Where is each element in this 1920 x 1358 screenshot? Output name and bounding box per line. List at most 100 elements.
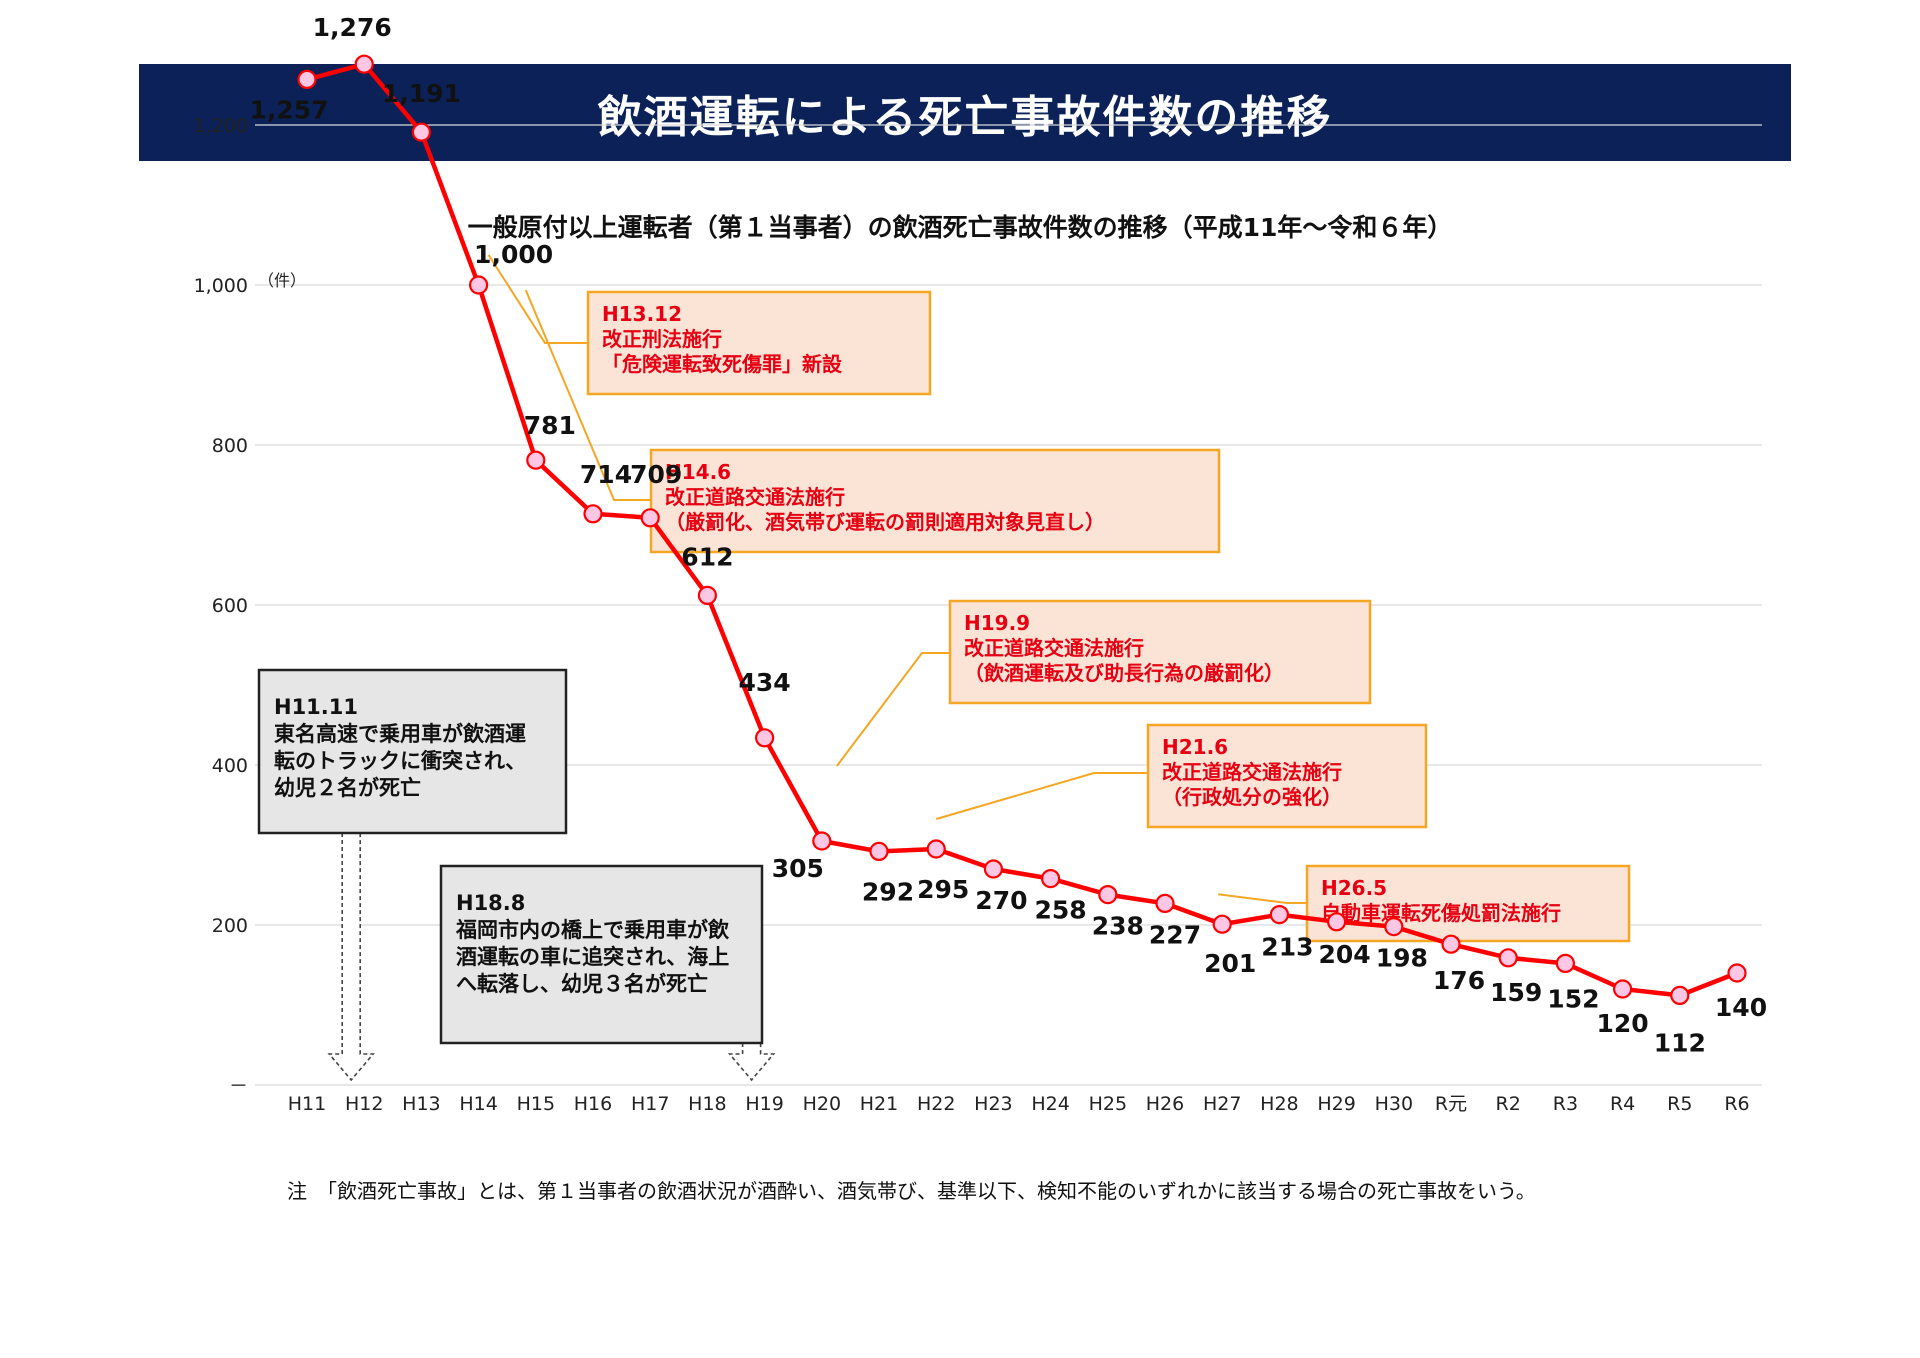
data-point — [1040, 868, 1061, 889]
callout-pointer — [1218, 893, 1307, 904]
x-tick-label: H27 — [1203, 1093, 1241, 1115]
data-point — [469, 275, 489, 295]
data-label: 204 — [1319, 940, 1371, 969]
data-point — [754, 728, 775, 748]
data-label: 213 — [1261, 933, 1313, 962]
data-label: 709 — [630, 460, 682, 489]
data-label: 159 — [1490, 978, 1542, 1007]
x-tick-label: R2 — [1496, 1093, 1521, 1115]
callout-box — [586, 290, 932, 396]
x-tick-label: H12 — [345, 1093, 383, 1115]
callout-text: 改正道路交通法施行 — [665, 485, 845, 509]
x-tick-label: H13 — [402, 1093, 440, 1115]
callout-text: H21.6 — [1162, 735, 1228, 759]
data-label: 152 — [1547, 984, 1599, 1013]
data-label: 1,191 — [382, 79, 461, 108]
data-point — [926, 839, 946, 859]
data-point — [1670, 985, 1690, 1006]
data-label: 112 — [1654, 1028, 1706, 1057]
x-tick-label: H26 — [1146, 1093, 1184, 1115]
data-point — [583, 504, 603, 524]
callout-box — [1305, 864, 1631, 943]
data-label: 258 — [1035, 896, 1087, 925]
data-label: 434 — [739, 668, 791, 697]
x-tick-label: R3 — [1553, 1093, 1578, 1115]
x-tick-label: H20 — [803, 1093, 841, 1115]
callout-text: H19.9 — [964, 611, 1030, 635]
event-text: へ転落し、幼児３名が死亡 — [456, 972, 708, 996]
data-point — [1098, 884, 1118, 905]
callout-text: H14.6 — [665, 460, 731, 484]
page-title: 飲酒運転による死亡事故件数の推移 — [597, 91, 1333, 143]
data-label: 198 — [1376, 944, 1428, 973]
callout-text: 自動車運転死傷処罰法施行 — [1321, 901, 1561, 925]
x-tick-label: H18 — [688, 1093, 726, 1115]
callout-box — [1146, 723, 1428, 829]
data-point — [1384, 916, 1404, 937]
data-point — [1269, 904, 1290, 925]
y-tick-label: 600 — [212, 595, 248, 617]
data-label: 612 — [681, 542, 733, 571]
x-tick-label: R6 — [1724, 1093, 1749, 1115]
callout-text: （厳罰化、酒気帯び運転の罰則適用対象見直し） — [665, 510, 1105, 534]
event-text: 福岡市内の橋上で乗用車が飲 — [455, 918, 730, 942]
y-unit-label: （件） — [258, 271, 306, 290]
callout-pointer — [836, 652, 950, 767]
x-tick-label: R5 — [1667, 1093, 1692, 1115]
data-point — [983, 859, 1004, 879]
data-label: 295 — [917, 875, 969, 904]
callout-pointer — [524, 289, 651, 501]
event-box: H18.8 福岡市内の橋上で乗用車が飲酒運転の車に追突され、海上へ転落し、幼児３名… — [439, 864, 776, 1082]
callout-box — [948, 599, 1372, 705]
data-point — [1498, 948, 1518, 968]
data-label: 120 — [1597, 1009, 1649, 1038]
series-line — [306, 61, 1738, 998]
x-tick-label: H28 — [1260, 1093, 1298, 1115]
x-tick-label: R元 — [1435, 1093, 1467, 1115]
data-point — [354, 54, 374, 74]
x-tick-label: H16 — [574, 1093, 612, 1115]
data-label: 292 — [862, 877, 914, 906]
data-point — [526, 450, 546, 470]
event-text: H18.8 — [456, 891, 525, 915]
data-point — [697, 585, 718, 606]
x-tick-label: H21 — [860, 1093, 898, 1115]
callout-box — [649, 448, 1221, 554]
x-tick-label: H30 — [1375, 1093, 1413, 1115]
data-point — [869, 841, 889, 862]
y-tick-label: 400 — [212, 755, 248, 777]
callout-text: 改正刑法施行 — [602, 327, 722, 351]
x-tick-label: H17 — [631, 1093, 669, 1115]
data-label: 305 — [772, 854, 824, 883]
down-arrow-icon — [727, 1043, 776, 1082]
event-text: 東名高速で乗用車が飲酒運 — [274, 722, 526, 746]
data-point — [297, 69, 317, 90]
footnote: 注 「飲酒死亡事故」とは、第１当事者の飲酒状況が酒酔い、酒気帯び、基準以下、検知… — [287, 1179, 1536, 1203]
y-tick-label: 200 — [212, 915, 248, 937]
data-label: 270 — [975, 886, 1027, 915]
event-box-frame — [439, 864, 764, 1045]
callout-pointer — [487, 254, 588, 344]
x-tick-label: H11 — [288, 1093, 326, 1115]
event-text: 酒運転の車に追突され、海上 — [456, 945, 729, 969]
event-text: 転のトラックに衝突され、 — [274, 749, 526, 773]
callout-text: 改正道路交通法施行 — [1162, 760, 1342, 784]
data-point — [411, 122, 431, 142]
data-label: 238 — [1092, 912, 1144, 941]
y-tick-label: 1,000 — [194, 275, 248, 297]
x-tick-label: H23 — [974, 1093, 1012, 1115]
x-tick-label: H15 — [517, 1093, 555, 1115]
data-label: 140 — [1715, 993, 1767, 1022]
y-tick-label: － — [229, 1075, 248, 1097]
data-point — [640, 508, 660, 528]
y-tick-label: 800 — [212, 435, 248, 457]
data-label: 1,276 — [313, 13, 392, 42]
callout-text: （行政処分の強化） — [1162, 785, 1342, 809]
data-label: 176 — [1433, 966, 1485, 995]
data-point — [1612, 979, 1633, 999]
